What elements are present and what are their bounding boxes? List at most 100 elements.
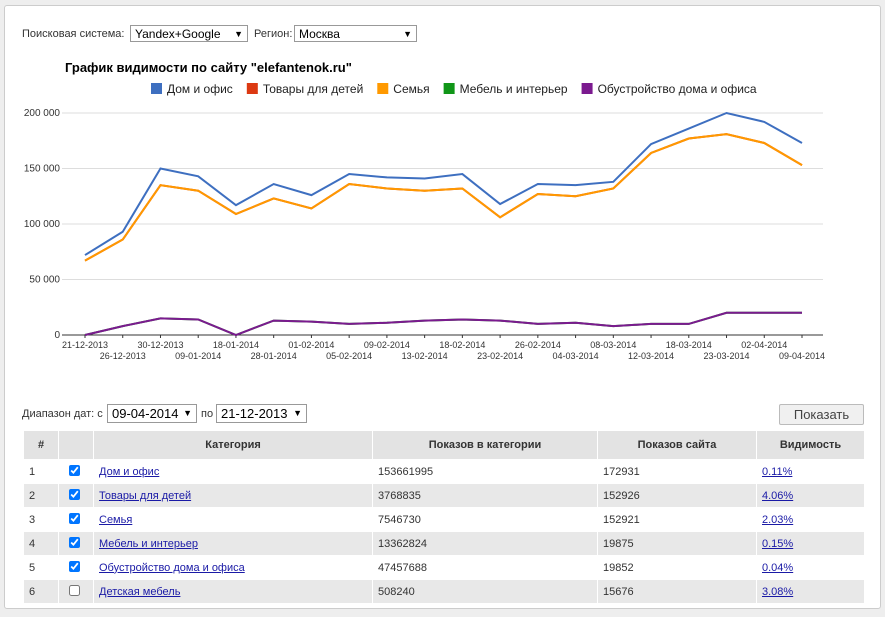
x-tick-label: 01-02-2014 [288,340,334,350]
check-cell [58,459,94,484]
category-shows: 7546730 [372,507,598,532]
x-tick-label: 05-02-2014 [326,351,372,361]
chart-title: График видимости по сайту "elefantenok.r… [65,60,352,75]
date-to[interactable]: 21-12-2013 [216,404,307,423]
table-row: 1 Дом и офис 153661995 172931 0.11% [23,459,865,484]
checkbox[interactable] [68,464,81,476]
legend-label: Товары для детей [263,82,363,96]
table-row: 3 Семья 7546730 152921 2.03% [23,507,865,532]
visibility-cell: 3.08% [756,579,865,604]
checkbox[interactable] [68,488,81,500]
legend-swatch [377,83,389,94]
x-tick-label: 21-12-2013 [62,340,108,350]
visibility-link[interactable]: 0.04% [762,561,794,574]
x-tick-label: 18-03-2014 [666,340,712,350]
checkbox[interactable] [68,584,81,596]
category-cell: Дом и офис [93,459,373,484]
x-tick-label: 18-01-2014 [213,340,259,350]
legend-swatch [581,83,593,94]
category-cell: Детская мебель [93,579,373,604]
x-tick-label: 09-02-2014 [364,340,410,350]
header: Видимость [756,430,865,460]
site-shows: 152926 [597,483,757,508]
visibility-link[interactable]: 0.11% [762,465,793,478]
visibility-cell: 0.15% [756,531,865,556]
category-shows: 3768835 [372,483,598,508]
legend-label: Обустройство дома и офиса [598,82,757,96]
header: Показов сайта [597,430,757,460]
visibility-cell: 0.11% [756,459,865,484]
row-number: 6 [23,579,59,604]
category-link[interactable]: Товары для детей [99,489,192,502]
show-button[interactable]: Показать [779,404,864,425]
visibility-link[interactable]: 4.06% [762,489,794,502]
category-shows: 13362824 [372,531,598,556]
visibility-cell: 0.04% [756,555,865,580]
visibility-cell: 2.03% [756,507,865,532]
header-check [58,430,94,460]
series-line [84,311,802,337]
category-shows: 153661995 [372,459,598,484]
checkbox[interactable] [68,512,81,524]
region-label: Регион: [254,28,293,40]
category-link[interactable]: Семья [99,513,133,526]
x-tick-label: 18-02-2014 [439,340,485,350]
visibility-link[interactable]: 3.08% [762,585,794,598]
legend-label: Семья [393,82,429,96]
table: # Категория Показов в категории Показов … [23,430,865,604]
check-cell [58,483,94,508]
checkbox[interactable] [68,536,81,548]
row-number: 2 [23,483,59,508]
category-link[interactable]: Дом и офис [99,465,160,478]
header: Показов в категории [372,430,598,460]
category-cell: Мебель и интерьер [93,531,373,556]
visibility-link[interactable]: 0.15% [762,537,794,550]
legend-label: Дом и офис [167,82,233,96]
series-line [84,133,803,262]
category-link[interactable]: Обустройство дома и офиса [99,561,245,574]
legend-swatch [443,83,455,94]
site-shows: 19852 [597,555,757,580]
date-from[interactable]: 09-04-2014 [107,404,197,423]
visibility-link[interactable]: 2.03% [762,513,794,526]
row-number: 1 [23,459,59,484]
series-line [84,111,803,256]
y-tick-label: 150 000 [24,164,61,175]
y-tick-label: 200 000 [24,108,61,119]
category-shows: 508240 [372,579,598,604]
checkbox[interactable] [68,560,81,572]
table-row: 4 Мебель и интерьер 13362824 19875 0.15% [23,531,865,556]
x-tick-label: 30-12-2013 [137,340,183,350]
engine-select[interactable]: Yandex+Google [130,25,248,43]
table-row: 2 Товары для детей 3768835 152926 4.06% [23,483,865,508]
y-tick-label: 0 [54,330,60,341]
site-shows: 15676 [597,579,757,604]
to-label: по [201,408,214,420]
legend-swatch [246,83,258,94]
category-cell: Обустройство дома и офиса [93,555,373,580]
x-tick-label: 02-04-2014 [741,340,787,350]
table-row: 6 Детская мебель 508240 15676 3.08% [23,579,865,604]
x-tick-label: 23-02-2014 [477,351,523,361]
legend-swatch [151,83,162,94]
header: # [23,430,59,460]
range-label: Диапазон дат: с [22,408,103,420]
engine-label: Поисковая система: [22,28,125,40]
header: Категория [93,430,373,460]
x-tick-label: 08-03-2014 [590,340,636,350]
table-row: 5 Обустройство дома и офиса 47457688 19852 0… [23,555,865,580]
category-link[interactable]: Мебель и интерьер [99,537,198,550]
category-link[interactable]: Детская мебель [99,585,181,598]
site-shows: 19875 [597,531,757,556]
visibility-cell: 4.06% [756,483,865,508]
row-number: 3 [23,507,59,532]
check-cell [58,531,94,556]
x-tick-label: 09-01-2014 [175,351,221,361]
row-number: 5 [23,555,59,580]
site-shows: 152921 [597,507,757,532]
y-tick-label: 50 000 [29,275,60,286]
check-cell [58,507,94,532]
region-select[interactable]: Москва [294,25,417,43]
series-line [84,133,803,262]
